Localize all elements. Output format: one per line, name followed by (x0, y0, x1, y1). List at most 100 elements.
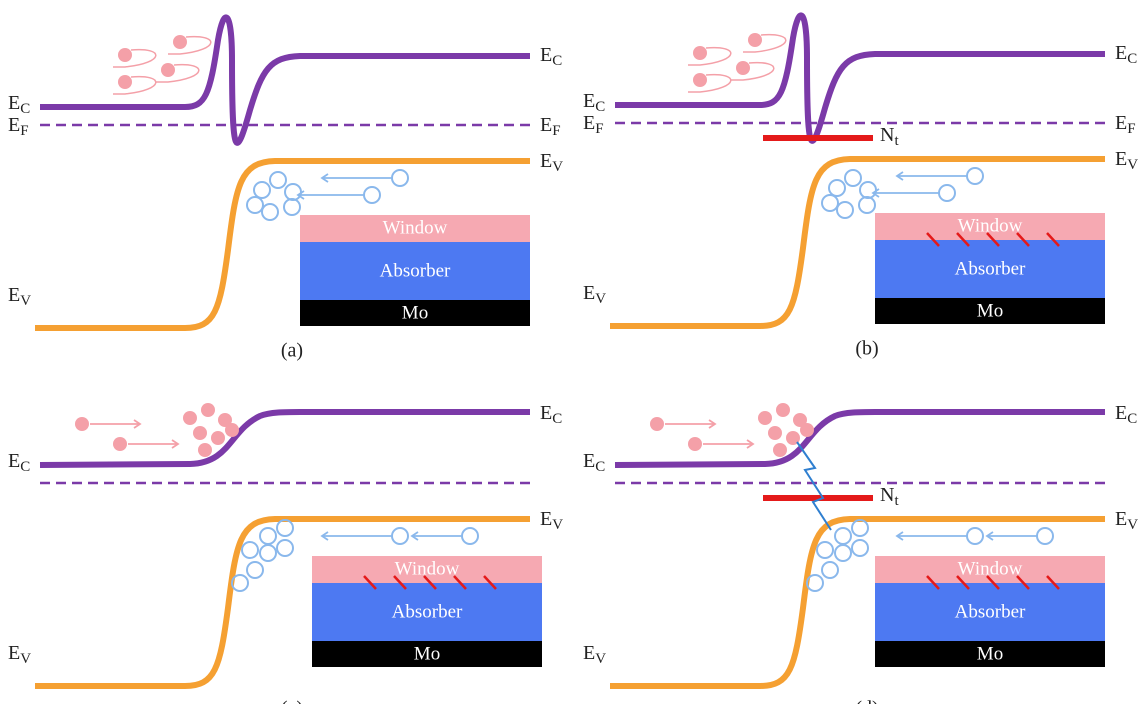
ec-left-label: EC (8, 450, 30, 476)
ev-left-label: EV (8, 284, 31, 310)
hole (845, 170, 861, 186)
electron (693, 46, 707, 60)
absorber-text: Absorber (955, 258, 1026, 279)
electron (118, 48, 132, 62)
hole (392, 170, 408, 186)
electron (748, 33, 762, 47)
label-sub: C (595, 459, 605, 475)
hole (860, 182, 876, 198)
ef-right-label: EF (540, 114, 561, 140)
electron (758, 411, 772, 425)
trap-label: Nt (880, 484, 899, 510)
hole (262, 204, 278, 220)
electron (113, 437, 127, 451)
hole (852, 540, 868, 556)
electron (193, 426, 207, 440)
ec-left-label: EC (583, 450, 605, 476)
ef-left-label: EF (583, 112, 604, 138)
window-text: Window (395, 558, 460, 579)
label-sub: V (595, 291, 606, 307)
label-base: E (8, 642, 20, 664)
label-sub: t (894, 493, 899, 509)
ef-right-label: EF (1115, 112, 1136, 138)
hole (364, 187, 380, 203)
hole (859, 197, 875, 213)
electron (650, 417, 664, 431)
mo-text: Mo (977, 643, 1003, 664)
electron (736, 61, 750, 75)
electron (693, 73, 707, 87)
trap-label: Nt (880, 124, 899, 150)
conduction-band (40, 412, 530, 465)
label-base: E (1115, 148, 1127, 170)
ec-right-label: EC (1115, 42, 1137, 68)
electron (768, 426, 782, 440)
absorber-text: Absorber (380, 260, 451, 281)
hole (242, 542, 258, 558)
hole (277, 540, 293, 556)
hole (277, 520, 293, 536)
electron (800, 423, 814, 437)
hole (254, 182, 270, 198)
ev-right-label: EV (1115, 148, 1138, 174)
label-base: E (1115, 42, 1127, 64)
panel: ECECEVEVNtWindowAbsorberMo(d) (583, 402, 1138, 704)
label-sub: V (552, 517, 563, 533)
caption: (d) (855, 698, 878, 704)
label-base: E (8, 284, 20, 306)
label-base: N (880, 484, 894, 506)
ev-right-label: EV (1115, 508, 1138, 534)
figure: ECECEFEFEVEVWindowAbsorberMo(a)ECECEFEFE… (0, 0, 1147, 704)
electron (211, 431, 225, 445)
mo-text: Mo (414, 643, 440, 664)
caption: (b) (855, 338, 878, 360)
hole (967, 528, 983, 544)
ev-left-label: EV (8, 642, 31, 668)
hole (247, 562, 263, 578)
window-text: Window (383, 217, 448, 238)
label-sub: F (552, 123, 560, 139)
conduction-band (615, 412, 1105, 465)
hole (462, 528, 478, 544)
hole (260, 545, 276, 561)
absorber-text: Absorber (955, 601, 1026, 622)
label-base: E (1115, 402, 1127, 424)
label-base: E (8, 114, 20, 136)
electron (773, 443, 787, 457)
electron (198, 443, 212, 457)
caption: (a) (281, 340, 303, 362)
label-sub: C (595, 99, 605, 115)
label-sub: V (595, 651, 606, 667)
label-sub: F (20, 123, 28, 139)
ev-left-label: EV (583, 282, 606, 308)
ev-right-label: EV (540, 150, 563, 176)
hole (837, 202, 853, 218)
hole (939, 185, 955, 201)
electron (183, 411, 197, 425)
ev-left-label: EV (583, 642, 606, 668)
hole (822, 195, 838, 211)
hole (822, 562, 838, 578)
window-text: Window (958, 215, 1023, 236)
mo-text: Mo (402, 302, 428, 323)
label-base: E (540, 150, 552, 172)
label-sub: F (1127, 121, 1135, 137)
window-text: Window (958, 558, 1023, 579)
panel: ECECEFEFEVEVWindowAbsorberMo(a) (8, 17, 563, 361)
label-base: E (540, 508, 552, 530)
hole (270, 172, 286, 188)
label-base: E (1115, 508, 1127, 530)
label-sub: C (20, 101, 30, 117)
label-base: E (583, 90, 595, 112)
hole (835, 528, 851, 544)
label-base: E (540, 402, 552, 424)
hole (247, 197, 263, 213)
hole (392, 528, 408, 544)
caption: (c) (281, 698, 303, 704)
electron (161, 63, 175, 77)
label-sub: V (20, 651, 31, 667)
electron (201, 403, 215, 417)
label-sub: V (552, 159, 563, 175)
label-base: E (583, 642, 595, 664)
ev-right-label: EV (540, 508, 563, 534)
